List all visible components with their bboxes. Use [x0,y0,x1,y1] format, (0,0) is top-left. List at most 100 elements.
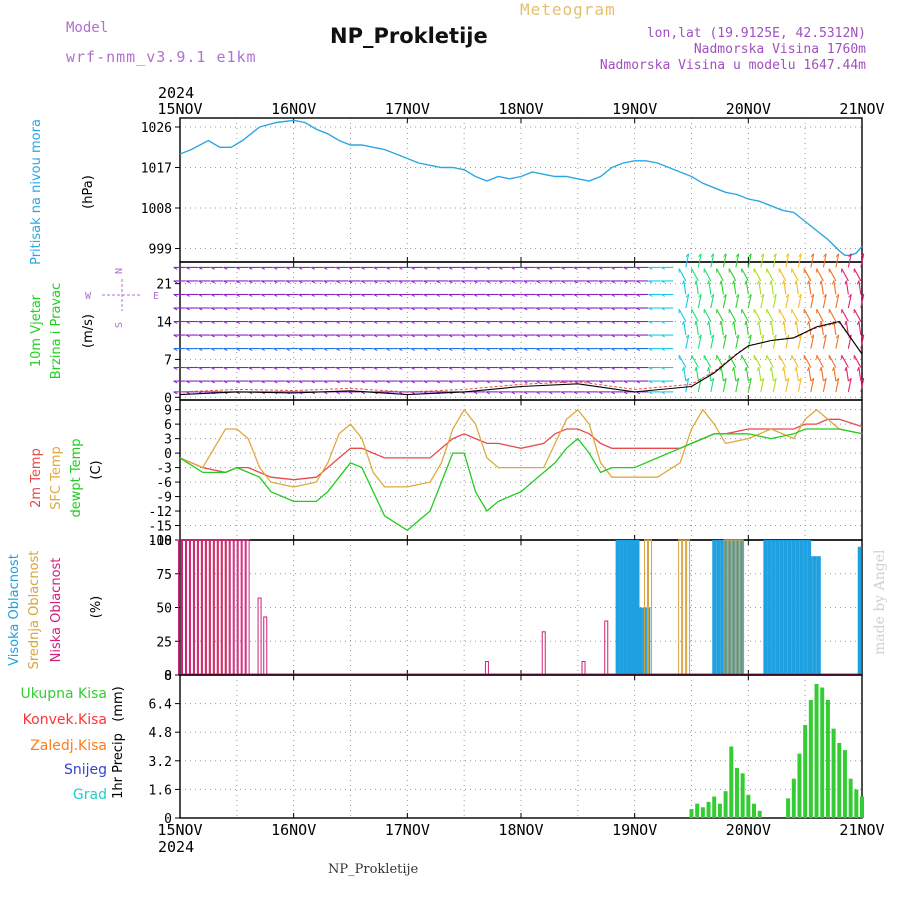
wind-vector-head [185,266,190,270]
wind-vector-head [373,266,378,270]
wind-vector-head [636,367,641,370]
wind-vector-head [773,377,777,382]
wind-vector-head [586,334,591,338]
precip-bar [797,753,802,818]
wind-vector [803,308,812,322]
wind-vector [760,253,765,268]
wind-vector-head [423,266,428,270]
dewpt-temp-label: dewpt Temp [69,438,84,517]
precip-bar [706,801,711,818]
wind-vector [760,334,765,349]
wind-vector-head [819,321,822,326]
wind-vector-head [198,334,203,338]
precip-bar [808,700,813,818]
time-label-top: 19NOV [612,100,657,118]
wind-vector-head [661,266,666,270]
wind-vector-head [448,294,453,297]
wind-vector-head [436,294,441,297]
cloud-bar-low [181,539,186,676]
wind-vector-head [498,391,503,395]
compass-north: N [114,268,125,274]
wind-vector-head [486,348,491,351]
wind-vector-head [285,307,290,311]
wind-vector-head [436,367,441,370]
wind-vector-head [285,334,290,338]
wind-vector-head [461,348,466,351]
wind-vector [708,321,712,336]
wind-vector [745,280,749,295]
wind-vector-head [744,280,747,285]
low-cloud-label: Niska Oblacnost [49,558,64,663]
wind-vector [733,321,737,336]
wind-vector-head [685,334,690,339]
wind-vector [722,334,727,349]
precip-bar [689,809,694,818]
wind-vector [753,308,762,322]
wind-vector-head [348,294,353,297]
wind-vector-head [748,334,752,339]
wind-vector [703,354,712,368]
wind-vector-head [473,321,478,324]
wind-vector-head [248,294,253,297]
wind-vector [783,321,787,336]
wind-vector-head [285,280,290,284]
pressure-line [179,119,863,257]
temperature-ytick-label: -6 [156,476,172,491]
wind-vector-head [561,367,566,370]
wind-vector-head [611,266,616,270]
wind-vector [741,268,749,282]
wind-vector [795,367,799,382]
wind-vector-head [185,294,190,297]
wind-vector-head [360,321,365,324]
wind-vector-head [436,380,441,384]
wind-vector [716,354,724,368]
cloud-bar-high [728,540,733,675]
wind-vector [708,280,712,295]
wind-vector-head [398,391,403,395]
wind-vector-head [511,391,516,395]
wind-vector-head [411,307,415,311]
wind-vector-head [386,321,390,324]
cloud-bar-low [604,620,609,676]
wind-vector [853,354,862,368]
wind-vector-head [335,266,340,270]
wind-vector-head [598,294,603,297]
wind-vector [735,378,740,392]
wind-vector [785,334,790,349]
cloud-bar-low [237,539,242,676]
wind-vector-head [248,280,253,284]
precip-unit-label: (mm) [111,686,126,721]
cloud-bar-low [263,616,268,676]
wind-axis-title: 10m Vjetar [29,294,44,367]
wind-vector-head [198,266,203,270]
cloud-bar-high [795,540,800,675]
wind-vector-head [835,293,840,298]
cloud-bar-high [791,540,796,675]
precip-bar [734,767,739,818]
temperature-ytick-label: -9 [156,491,172,506]
wind-vector-head [719,280,722,285]
wind-vector-head [661,380,666,384]
wind-vector [810,253,815,268]
precip-bar [717,803,722,818]
wind-vector-head [423,348,428,351]
wind-vector-head [173,348,178,351]
wind-vector [716,308,724,322]
wind-vector-head [661,334,666,338]
wind-vector [685,334,690,349]
wind-vector-head [373,380,378,384]
wind-vector-head [735,334,740,339]
cloud-bar-high [783,540,788,675]
wind-vector-head [360,266,365,270]
wind-vector-head [235,321,240,324]
wind-vector-head [260,280,265,284]
footer-station: NP_Prokletije [328,862,419,877]
wind-vector [795,321,799,336]
wind-vector-head [411,294,415,297]
wind-vector-head [461,307,466,311]
time-label-bottom: 18NOV [498,821,543,839]
wind-vector [833,280,837,295]
wind-vector-head [461,280,466,284]
cloud-bar-low [241,539,246,676]
wind-vector-head [536,321,541,324]
